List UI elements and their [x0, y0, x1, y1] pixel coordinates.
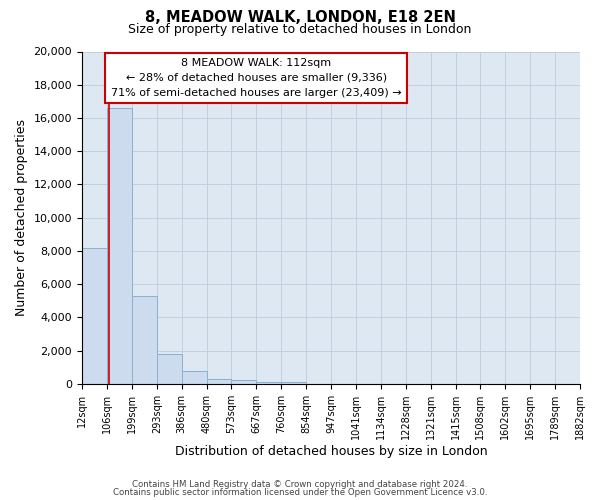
Bar	[157, 354, 182, 384]
Text: Size of property relative to detached houses in London: Size of property relative to detached ho…	[128, 22, 472, 36]
Text: Contains HM Land Registry data © Crown copyright and database right 2024.: Contains HM Land Registry data © Crown c…	[132, 480, 468, 489]
Bar	[281, 382, 306, 384]
Y-axis label: Number of detached properties: Number of detached properties	[15, 119, 28, 316]
Bar	[107, 108, 132, 384]
Bar	[206, 378, 232, 384]
X-axis label: Distribution of detached houses by size in London: Distribution of detached houses by size …	[175, 444, 487, 458]
Bar	[82, 248, 107, 384]
Bar	[232, 380, 256, 384]
Text: Contains public sector information licensed under the Open Government Licence v3: Contains public sector information licen…	[113, 488, 487, 497]
Text: 8 MEADOW WALK: 112sqm
← 28% of detached houses are smaller (9,336)
71% of semi-d: 8 MEADOW WALK: 112sqm ← 28% of detached …	[111, 58, 401, 98]
Bar	[132, 296, 157, 384]
Bar	[182, 371, 206, 384]
Text: 8, MEADOW WALK, LONDON, E18 2EN: 8, MEADOW WALK, LONDON, E18 2EN	[145, 10, 455, 25]
Bar	[256, 382, 281, 384]
